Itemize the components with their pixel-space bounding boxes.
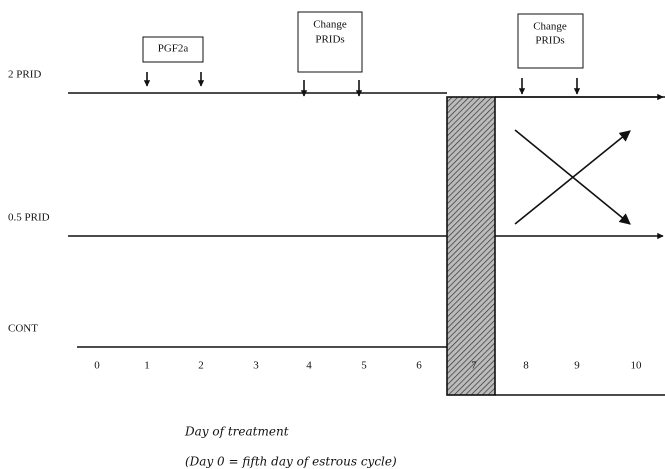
day-label: 5 bbox=[361, 360, 367, 372]
day-label: 4 bbox=[306, 360, 312, 372]
day-label: 6 bbox=[416, 360, 422, 372]
day-label: 7 bbox=[471, 360, 477, 372]
box bbox=[517, 13, 584, 69]
caption: (Day 0 = fifth day of estrous cycle) bbox=[185, 455, 397, 469]
box-text: PRIDs bbox=[535, 35, 564, 47]
down-arrows bbox=[143, 72, 581, 97]
box bbox=[142, 36, 204, 63]
box-text: PRIDs bbox=[315, 34, 344, 46]
box-text: Change bbox=[313, 19, 347, 31]
day-labels: 0 1 2 3 4 5 6 7 8 9 10 bbox=[94, 360, 642, 372]
cross-arrow bbox=[514, 130, 631, 225]
box bbox=[297, 11, 363, 73]
hatched-day bbox=[446, 96, 496, 396]
row-label: 0.5 PRID bbox=[8, 212, 50, 224]
day-label: 2 bbox=[198, 360, 204, 372]
caption: Day of treatment bbox=[184, 425, 289, 439]
box-text: Change bbox=[533, 21, 567, 33]
row-label: CONT bbox=[8, 323, 38, 335]
day-label: 10 bbox=[631, 360, 643, 372]
day-label: 1 bbox=[144, 360, 150, 372]
period-box bbox=[495, 96, 665, 396]
row-label: 2 PRID bbox=[8, 69, 41, 81]
day-label: 3 bbox=[253, 360, 259, 372]
day-label: 8 bbox=[523, 360, 529, 372]
day-label: 9 bbox=[574, 360, 580, 372]
box-text: PGF2a bbox=[158, 43, 189, 55]
day-label: 0 bbox=[94, 360, 100, 372]
